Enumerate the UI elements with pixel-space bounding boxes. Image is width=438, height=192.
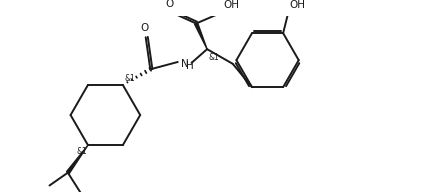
Text: O: O bbox=[141, 23, 149, 33]
Text: &1: &1 bbox=[209, 53, 220, 62]
Polygon shape bbox=[194, 23, 207, 49]
Text: H: H bbox=[186, 61, 194, 71]
Text: OH: OH bbox=[223, 0, 240, 10]
Text: N: N bbox=[180, 59, 188, 69]
Polygon shape bbox=[67, 145, 88, 174]
Text: &1: &1 bbox=[76, 147, 87, 156]
Text: OH: OH bbox=[290, 0, 306, 10]
Text: O: O bbox=[165, 0, 173, 9]
Text: &1: &1 bbox=[125, 74, 135, 83]
